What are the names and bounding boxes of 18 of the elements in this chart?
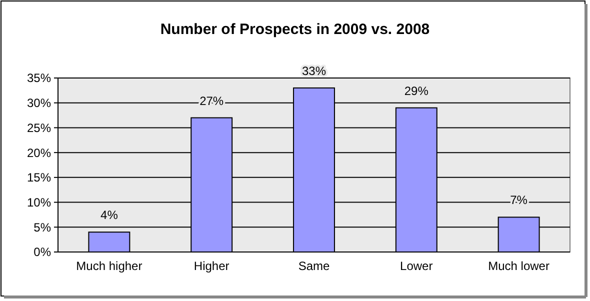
bar bbox=[88, 232, 130, 252]
data-label: 33% bbox=[302, 64, 326, 78]
x-tick-label: Same bbox=[298, 259, 330, 273]
x-tick-label: Much lower bbox=[488, 259, 550, 273]
y-tick-label: 0% bbox=[34, 245, 52, 260]
data-label: 4% bbox=[100, 208, 118, 222]
x-tick-label: Much higher bbox=[76, 259, 142, 273]
x-tick-label: Lower bbox=[400, 259, 433, 273]
y-tick-label: 30% bbox=[26, 96, 52, 110]
y-tick-label: 5% bbox=[34, 220, 52, 234]
chart-title: Number of Prospects in 2009 vs. 2008 bbox=[160, 21, 430, 38]
y-tick-label: 10% bbox=[26, 195, 52, 210]
x-tick-label: Higher bbox=[194, 259, 230, 273]
y-tick-label: 35% bbox=[26, 71, 52, 86]
y-tick-label: 25% bbox=[26, 120, 52, 135]
y-tick-label: 15% bbox=[26, 170, 52, 185]
y-tick-label: 20% bbox=[26, 146, 52, 160]
data-label: 29% bbox=[404, 84, 429, 98]
